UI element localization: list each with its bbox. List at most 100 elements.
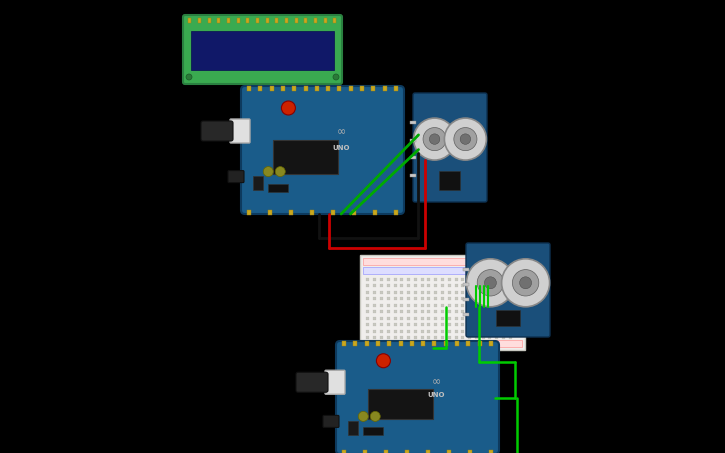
- FancyBboxPatch shape: [241, 86, 404, 214]
- Bar: [407, 297, 410, 300]
- Bar: [481, 323, 484, 326]
- Bar: [502, 290, 505, 294]
- Bar: [441, 304, 444, 307]
- Bar: [285, 18, 288, 23]
- Bar: [461, 297, 464, 300]
- Bar: [455, 317, 457, 319]
- Bar: [455, 284, 457, 287]
- Bar: [367, 278, 370, 280]
- Circle shape: [520, 277, 531, 289]
- Bar: [380, 278, 383, 280]
- Bar: [349, 86, 353, 91]
- Bar: [420, 323, 423, 326]
- Circle shape: [460, 134, 471, 145]
- Bar: [502, 336, 505, 339]
- FancyBboxPatch shape: [183, 15, 342, 84]
- Bar: [441, 317, 444, 319]
- Circle shape: [376, 354, 390, 368]
- Bar: [394, 278, 397, 280]
- Bar: [463, 283, 469, 285]
- Circle shape: [281, 101, 295, 115]
- Bar: [387, 323, 390, 326]
- Bar: [208, 18, 211, 23]
- Bar: [384, 450, 388, 453]
- Bar: [373, 317, 376, 319]
- Bar: [394, 284, 397, 287]
- Bar: [489, 284, 492, 287]
- Bar: [441, 323, 444, 326]
- Bar: [434, 297, 437, 300]
- Bar: [407, 290, 410, 294]
- Bar: [363, 340, 522, 347]
- Bar: [468, 317, 471, 319]
- Bar: [371, 86, 376, 91]
- FancyBboxPatch shape: [336, 341, 499, 453]
- Bar: [495, 304, 498, 307]
- Bar: [502, 304, 505, 307]
- Bar: [481, 336, 484, 339]
- Bar: [434, 290, 437, 294]
- Bar: [444, 341, 448, 346]
- Bar: [489, 323, 492, 326]
- Bar: [461, 310, 464, 313]
- Bar: [420, 290, 423, 294]
- Bar: [414, 317, 417, 319]
- Circle shape: [466, 259, 515, 307]
- Bar: [448, 304, 451, 307]
- Bar: [468, 323, 471, 326]
- Bar: [509, 336, 512, 339]
- Bar: [310, 210, 314, 215]
- Bar: [363, 267, 522, 274]
- Bar: [463, 298, 469, 300]
- Bar: [455, 323, 457, 326]
- Bar: [326, 86, 330, 91]
- Bar: [342, 341, 346, 346]
- Bar: [489, 297, 492, 300]
- Bar: [407, 278, 410, 280]
- Bar: [400, 297, 403, 300]
- Bar: [441, 290, 444, 294]
- Bar: [448, 290, 451, 294]
- Bar: [407, 304, 410, 307]
- Bar: [367, 329, 370, 333]
- Bar: [400, 336, 403, 339]
- Bar: [434, 304, 437, 307]
- Bar: [373, 284, 376, 287]
- Bar: [367, 290, 370, 294]
- FancyBboxPatch shape: [201, 121, 233, 141]
- Bar: [387, 317, 390, 319]
- Bar: [227, 18, 230, 23]
- Bar: [489, 329, 492, 333]
- Circle shape: [502, 259, 550, 307]
- Bar: [367, 336, 370, 339]
- Bar: [373, 278, 376, 280]
- Bar: [461, 323, 464, 326]
- Bar: [198, 18, 201, 23]
- Bar: [455, 310, 457, 313]
- Bar: [509, 278, 512, 280]
- Bar: [495, 297, 498, 300]
- Bar: [407, 329, 410, 333]
- Bar: [399, 341, 402, 346]
- Bar: [367, 297, 370, 300]
- Bar: [373, 310, 376, 313]
- Bar: [434, 310, 437, 313]
- Bar: [380, 329, 383, 333]
- Bar: [400, 278, 403, 280]
- Bar: [314, 18, 317, 23]
- Bar: [428, 284, 431, 287]
- Bar: [420, 336, 423, 339]
- Bar: [481, 284, 484, 287]
- Bar: [468, 329, 471, 333]
- Bar: [387, 290, 390, 294]
- Bar: [489, 450, 493, 453]
- FancyBboxPatch shape: [466, 243, 550, 337]
- Bar: [481, 310, 484, 313]
- Bar: [270, 86, 273, 91]
- Bar: [247, 210, 251, 215]
- Bar: [489, 310, 492, 313]
- Bar: [461, 278, 464, 280]
- Bar: [353, 341, 357, 346]
- Text: ∞: ∞: [336, 127, 346, 137]
- Bar: [495, 284, 498, 287]
